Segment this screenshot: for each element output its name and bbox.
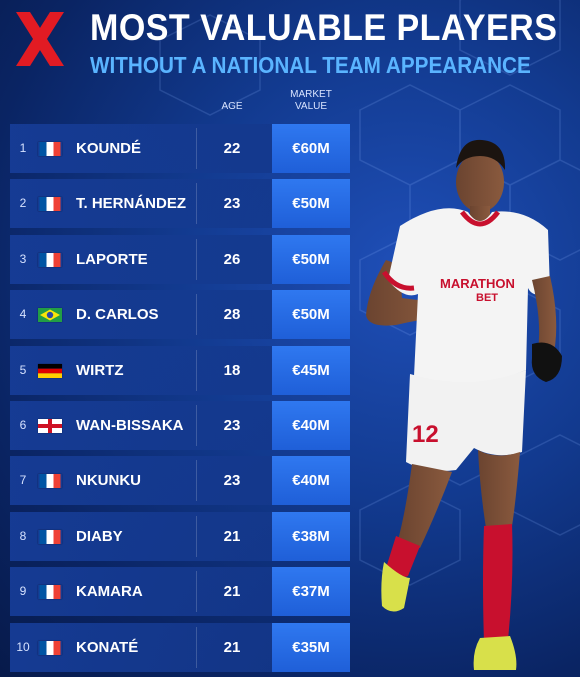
rank-number: 4 (19, 307, 27, 322)
row-divider (196, 460, 197, 502)
player-row: 4 D. CARLOS 28 €50M (10, 290, 350, 340)
player-age: 26 (223, 250, 241, 268)
player-left-boot (381, 562, 410, 612)
row-divider (196, 626, 197, 668)
row-divider (196, 238, 197, 280)
x-logo-icon (16, 12, 64, 66)
rank-number: 3 (19, 251, 27, 266)
row-divider (196, 128, 197, 169)
rank-number: 1 (19, 141, 27, 155)
player-left-leg (398, 464, 452, 548)
market-value-header-line1: MARKET (290, 89, 332, 100)
player-hair (456, 139, 506, 170)
player-row: 6 WAN-BISSAKA 23 €40M (10, 401, 350, 450)
player-name: KOUNDÉ (76, 140, 142, 157)
shorts-number: 12 (412, 421, 439, 448)
row-divider (196, 515, 197, 557)
player-right-boot (473, 636, 517, 670)
france-flag-icon (38, 474, 62, 489)
rank-number: 6 (19, 418, 27, 432)
france-flag-icon (38, 142, 62, 156)
row-divider (196, 349, 197, 391)
player-name: WAN-BISSAKA (76, 417, 184, 434)
rank-number: 7 (19, 473, 27, 488)
player-row: 8 DIABY 21 €38M (10, 511, 350, 561)
market-value-cell: €50M (272, 234, 350, 284)
market-value-cell: €40M (272, 401, 350, 450)
player-age: 21 (223, 638, 241, 656)
shirt-sponsor-line1: MARATHON (440, 276, 515, 291)
player-age: 28 (223, 306, 241, 324)
rank-number: 9 (19, 584, 27, 599)
germany-flag-icon (38, 363, 62, 378)
player-right-leg (478, 450, 520, 528)
market-value-cell: €45M (272, 345, 350, 395)
player-row: 10 KONATÉ 21 €35M (10, 622, 350, 672)
player-name: T. HERNÁNDEZ (76, 195, 187, 213)
market-value-cell: €37M (272, 567, 350, 617)
player-row: 7 NKUNKU 23 €40M (10, 456, 350, 506)
page-title: MOST VALUABLE PLAYERS (90, 7, 558, 48)
player-age: 18 (223, 361, 241, 379)
row-divider (196, 183, 197, 225)
rank-number: 8 (19, 528, 27, 543)
france-flag-icon (38, 640, 62, 655)
market-value-cell: €40M (272, 456, 350, 506)
player-shirt-collar (460, 210, 500, 227)
page-subtitle: WITHOUT A NATIONAL TEAM APPEARANCE (90, 52, 531, 78)
player-name: KAMARA (76, 583, 143, 601)
market-value-cell: €50M (272, 290, 350, 340)
row-divider (196, 405, 197, 446)
player-row: 1 KOUNDÉ 22 €60M (10, 124, 350, 173)
rank-number: 5 (19, 362, 27, 377)
france-flag-icon (38, 529, 62, 544)
player-row: 3 LAPORTE 26 €50M (10, 234, 350, 284)
england-flag-icon (38, 419, 62, 433)
player-age: 23 (223, 195, 241, 213)
player-left-sock (386, 536, 420, 578)
player-name: LAPORTE (76, 250, 148, 268)
player-head (456, 152, 504, 212)
row-divider (196, 294, 197, 336)
player-age: 21 (223, 583, 241, 601)
rank-number: 10 (16, 639, 30, 654)
player-age: 23 (223, 472, 241, 490)
france-flag-icon (38, 197, 62, 212)
player-name: KONATÉ (76, 638, 139, 656)
france-flag-icon (38, 585, 62, 600)
player-name: NKUNKU (76, 472, 141, 490)
market-value-header-line2: VALUE (294, 101, 328, 112)
x-logo-stroke-b (16, 12, 64, 66)
player-shirt-sleeve-trim (381, 270, 415, 291)
shirt-sponsor-line2: BET (476, 292, 498, 304)
player-name: WIRTZ (76, 361, 124, 379)
rank-number: 2 (19, 196, 27, 211)
player-row: 9 KAMARA 21 €37M (10, 567, 350, 617)
player-age: 22 (223, 140, 241, 157)
market-value-cell: €38M (272, 511, 350, 561)
market-value-cell: €60M (272, 124, 350, 173)
player-age: 21 (223, 527, 241, 545)
market-value-cell: €35M (272, 622, 350, 672)
france-flag-icon (38, 252, 62, 267)
player-right-glove (531, 342, 562, 382)
player-age: 23 (223, 417, 241, 434)
player-name: DIABY (76, 527, 123, 545)
player-shirt (388, 208, 550, 383)
brazil-flag-icon (38, 308, 62, 323)
player-shorts (406, 370, 526, 471)
player-row: 2 T. HERNÁNDEZ 23 €50M (10, 179, 350, 229)
player-name: D. CARLOS (76, 306, 159, 324)
age-column-header: AGE (221, 101, 243, 112)
market-value-column-header: MARKET VALUE (272, 89, 350, 113)
player-right-arm (532, 276, 557, 352)
row-divider (196, 571, 197, 613)
player-row: 5 WIRTZ 18 €45M (10, 345, 350, 395)
market-value-cell: €50M (272, 179, 350, 229)
player-photo: MARATHON BET 12 (366, 139, 562, 670)
player-right-sock (483, 524, 513, 642)
